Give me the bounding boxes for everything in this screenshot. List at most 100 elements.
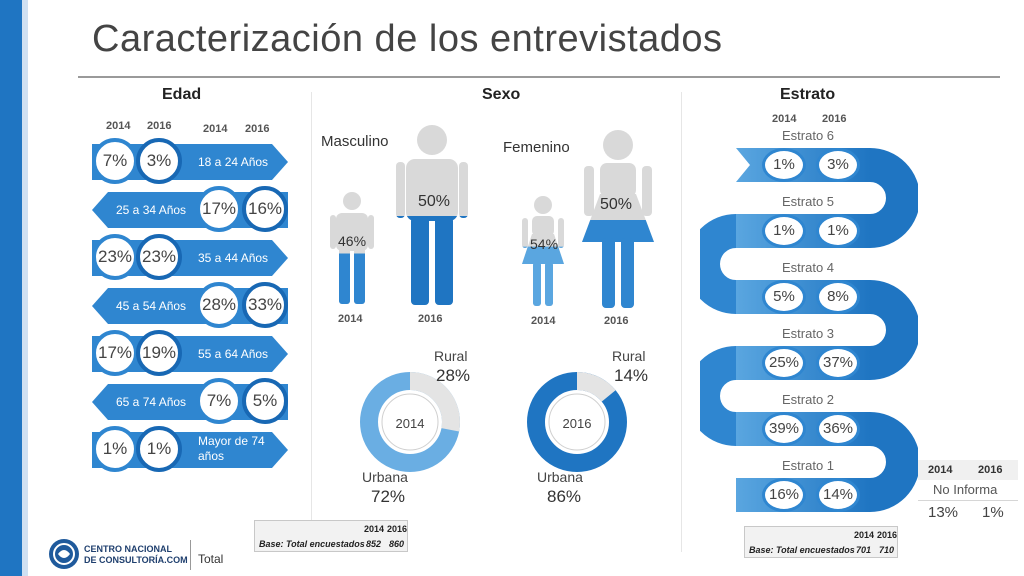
age-2014-value: 17%	[196, 186, 242, 232]
base-estrato-v2: 710	[879, 545, 895, 555]
edad-year-header: 2014	[106, 120, 131, 132]
female-2014-figure	[522, 196, 564, 306]
estrato-2016-value: 3%	[816, 148, 860, 182]
divider-sexo-estrato	[681, 92, 682, 552]
base-estrato-y2: 2016	[877, 530, 898, 540]
total-label: Total	[198, 552, 224, 566]
age-row: 45 a 54 Años 28% 33%	[92, 282, 288, 328]
estrato-2016-value: 8%	[816, 280, 860, 314]
estrato-label: Estrato 5	[782, 194, 835, 209]
male-2016-value: 50%	[418, 193, 451, 210]
donut-2016-urbana-label: Urbana	[537, 469, 583, 485]
age-2014-value: 7%	[196, 378, 242, 424]
estrato-label: Estrato 1	[782, 458, 835, 473]
estrato-year-header: 2016	[822, 113, 847, 125]
edad-year-header: 2016	[147, 120, 172, 132]
no-informa-table: 2014 2016 No Informa 13% 1%	[918, 460, 1018, 524]
age-2014-value: 7%	[92, 138, 138, 184]
estrato-2016-value: 36%	[816, 412, 860, 446]
male-2016-year: 2016	[418, 313, 443, 325]
female-2016-value: 50%	[600, 196, 633, 213]
base-sexo-v1: 852	[366, 539, 382, 549]
male-2014-year: 2014	[338, 313, 363, 325]
donut-2016-rural-label: Rural	[612, 348, 646, 364]
age-2016-value: 5%	[242, 378, 288, 424]
estrato-2014-value: 25%	[762, 346, 806, 380]
female-2014-value: 54%	[530, 236, 559, 252]
female-2016-figure	[582, 130, 654, 308]
donut-2014-urbana-value: 72%	[371, 487, 406, 506]
age-range-label: 25 a 34 Años	[116, 203, 187, 217]
age-2014-value: 28%	[196, 282, 242, 328]
no-informa-v1: 13%	[928, 504, 959, 521]
age-2016-value: 23%	[136, 234, 182, 280]
age-2014-value: 17%	[92, 330, 138, 376]
edad-year-header: 2014	[203, 123, 228, 135]
male-2016-figure	[396, 125, 468, 305]
title-divider	[78, 76, 1000, 78]
base-sexo-v2: 860	[389, 539, 405, 549]
logo-text: CENTRO NACIONAL DE CONSULTORÍA.COM	[84, 544, 188, 565]
estrato-label: Estrato 6	[782, 128, 835, 143]
donut-2014-rural-value: 28%	[436, 366, 471, 385]
estrato-2016-value: 14%	[816, 478, 860, 512]
edad-year-header: 2016	[245, 123, 270, 135]
footer-divider	[190, 540, 191, 570]
age-2016-value: 16%	[242, 186, 288, 232]
estrato-2014-value: 39%	[762, 412, 806, 446]
donut-2016-rural-value: 14%	[614, 366, 649, 385]
donut-2016-rural	[527, 372, 627, 472]
age-range-label: 45 a 54 Años	[116, 299, 187, 313]
base-sexo-y1: 2014	[364, 524, 385, 534]
age-row: Mayor de 74 años 1% 1%	[92, 426, 288, 472]
donut-2016	[527, 372, 627, 472]
donut-2014-year: 2014	[395, 416, 425, 431]
age-2014-value: 23%	[92, 234, 138, 280]
female-2014-year: 2014	[531, 315, 556, 327]
age-2016-value: 33%	[242, 282, 288, 328]
age-2016-value: 3%	[136, 138, 182, 184]
donut-2014-urbana-label: Urbana	[362, 469, 408, 485]
logo-icon	[49, 539, 79, 569]
estrato-2016-value: 37%	[816, 346, 860, 380]
no-informa-v2: 1%	[982, 504, 1004, 521]
age-range-label: 35 a 44 Años	[198, 251, 269, 265]
estrato-2014-value: 5%	[762, 280, 806, 314]
donut-2016-urbana-value: 86%	[547, 487, 582, 506]
age-row: 35 a 44 Años 23% 23%	[92, 234, 288, 280]
base-estrato-v1: 701	[856, 545, 872, 555]
age-range-label: 18 a 24 Años	[198, 155, 269, 169]
base-sexo-label: Base: Total encuestados	[259, 539, 365, 549]
donut-2014	[360, 372, 460, 472]
estrato-2016-value: 1%	[816, 214, 860, 248]
estrato-label: Estrato 4	[782, 260, 835, 275]
male-2014-figure	[330, 192, 374, 304]
accent-bar	[0, 0, 28, 576]
age-range-label: 55 a 64 Años	[198, 347, 269, 361]
age-row: 25 a 34 Años 17% 16%	[92, 186, 288, 232]
age-2014-value: 1%	[92, 426, 138, 472]
donut-2014-rural	[360, 372, 460, 472]
no-informa-y2: 2016	[978, 464, 1003, 476]
sexo-title: Sexo	[482, 86, 521, 103]
femenino-label: Femenino	[503, 139, 570, 156]
estrato-2014-value: 16%	[762, 478, 806, 512]
age-2016-value: 1%	[136, 426, 182, 472]
base-sexo-y2: 2016	[387, 524, 408, 534]
estrato-title: Estrato	[780, 86, 836, 103]
estrato-2014-value: 1%	[762, 148, 806, 182]
edad-title: Edad	[162, 86, 202, 103]
male-2014-value: 46%	[338, 233, 367, 249]
estrato-label: Estrato 3	[782, 326, 835, 341]
no-informa-y1: 2014	[928, 464, 953, 476]
age-range-label: Mayor de 74 años	[198, 434, 265, 463]
age-range-label: 65 a 74 Años	[116, 395, 187, 409]
base-estrato-label: Base: Total encuestados	[749, 545, 855, 555]
age-2016-value: 19%	[136, 330, 182, 376]
base-estrato-y1: 2014	[854, 530, 875, 540]
female-2016-year: 2016	[604, 315, 629, 327]
estrato-2014-value: 1%	[762, 214, 806, 248]
donut-2014-rural-label: Rural	[434, 348, 468, 364]
estrato-year-header: 2014	[772, 113, 797, 125]
estrato-label: Estrato 2	[782, 392, 835, 407]
